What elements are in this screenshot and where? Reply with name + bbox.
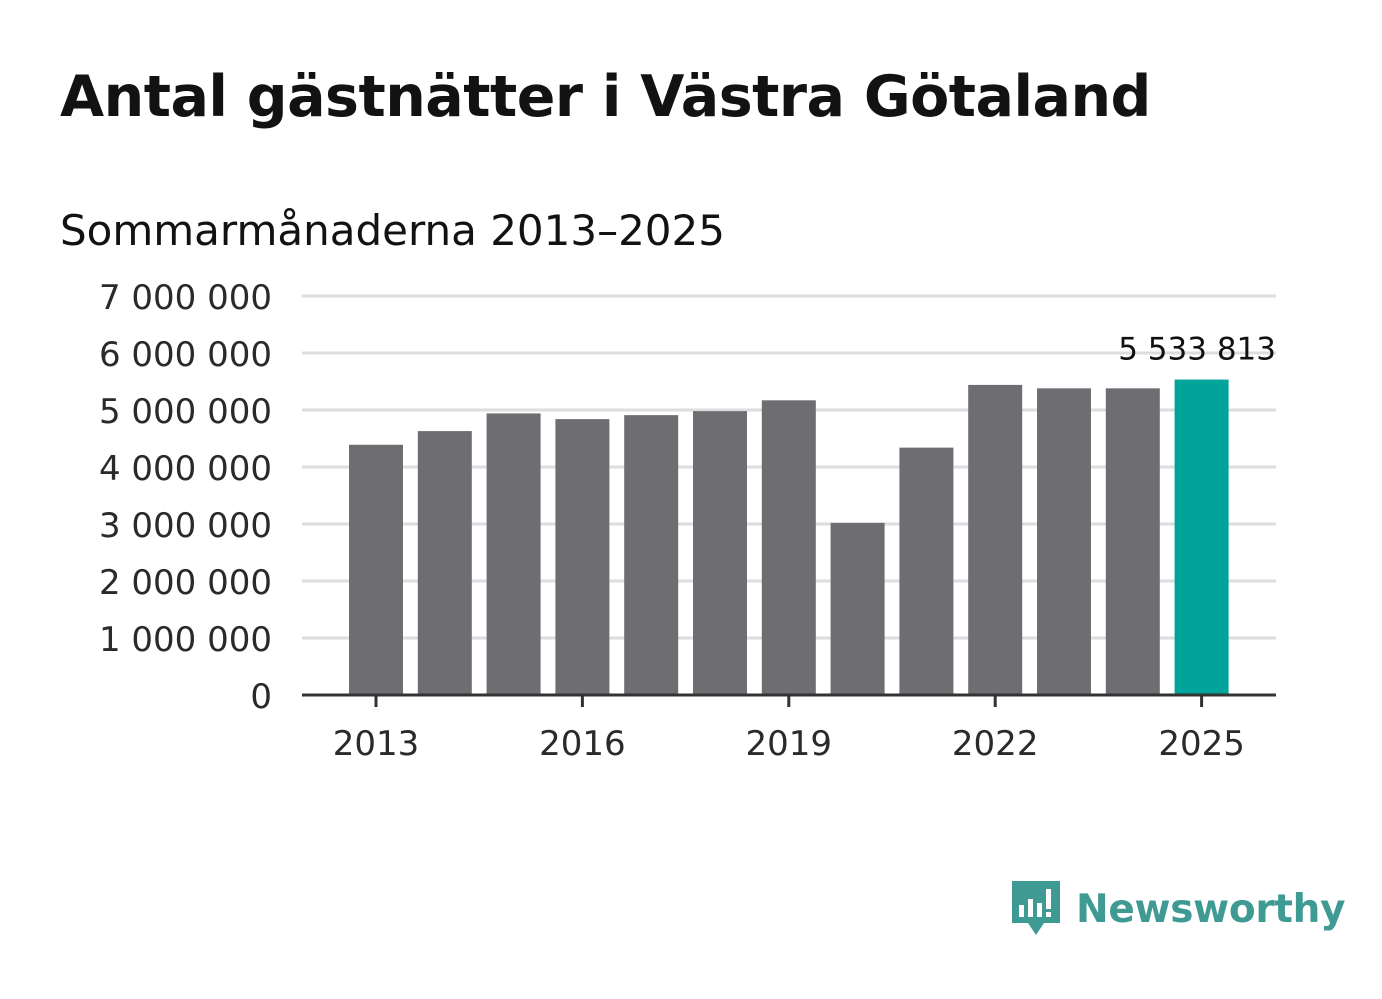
bar [486, 413, 541, 695]
bar-highlight [1174, 379, 1229, 695]
bar [555, 419, 610, 695]
chart-title: Antal gästnätter i Västra Götaland [60, 64, 1151, 130]
bar [761, 400, 816, 695]
y-tick-label: 0 [250, 677, 272, 717]
bar [830, 522, 885, 695]
bar [349, 444, 403, 695]
bar [417, 431, 472, 695]
chart-subtitle: Sommarmånaderna 2013–2025 [60, 206, 725, 255]
y-tick-label: 1 000 000 [99, 620, 272, 660]
x-tick-label: 2016 [539, 724, 626, 764]
y-tick-label: 5 000 000 [99, 392, 272, 432]
newsworthy-logo: Newsworthy [1010, 878, 1346, 942]
bar [1037, 388, 1091, 695]
bar [1105, 388, 1160, 695]
bar [624, 415, 679, 695]
y-tick-label: 2 000 000 [99, 563, 272, 603]
bar [899, 447, 954, 695]
y-tick-label: 3 000 000 [99, 506, 272, 546]
brand-name: Newsworthy [1076, 887, 1346, 932]
x-tick-label: 2025 [1158, 724, 1245, 764]
y-tick-label: 4 000 000 [99, 449, 272, 489]
y-tick-label: 6 000 000 [99, 335, 272, 375]
bar [968, 384, 1023, 695]
x-tick-label: 2013 [333, 724, 420, 764]
x-tick-label: 2022 [952, 724, 1039, 764]
value-label: 5 533 813 [1118, 332, 1276, 368]
y-tick-label: 7 000 000 [99, 278, 272, 318]
newsworthy-logo-icon [1012, 881, 1060, 935]
bar [693, 411, 747, 695]
x-tick-label: 2019 [746, 724, 833, 764]
